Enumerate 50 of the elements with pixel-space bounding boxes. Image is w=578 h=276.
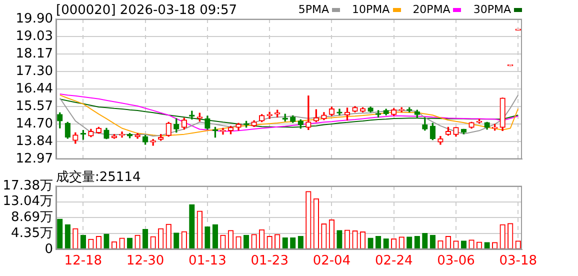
x-tick-label: 03-06: [437, 254, 475, 269]
bar: [104, 234, 110, 250]
legend-label: 5PMA: [298, 3, 330, 16]
bar: [336, 230, 342, 250]
chart-title: [000020] 2026-03-18 09:57: [56, 2, 238, 18]
x-tick-label: 02-24: [374, 254, 413, 269]
bar: [406, 236, 412, 250]
bar: [298, 236, 304, 250]
x-tick-label: 02-04: [312, 254, 351, 269]
y-tick-label: 13.84: [16, 134, 53, 149]
y-tick-label: 0: [44, 242, 53, 257]
bar: [414, 236, 420, 250]
bar: [422, 233, 428, 250]
chart-title: 成交量:25114: [56, 168, 141, 185]
y-tick-label: 12.97: [16, 152, 53, 167]
y-tick-label: 13.04万: [2, 194, 53, 210]
x-tick-label: 01-23: [250, 254, 288, 269]
bar: [290, 237, 296, 250]
y-tick-label: 8.69万: [11, 210, 53, 226]
bar: [243, 234, 250, 250]
x-tick-label: 12-30: [126, 254, 164, 269]
legend-label: 20PMA: [412, 3, 450, 16]
bar: [80, 234, 86, 250]
x-tick-label: 03-18: [499, 254, 538, 269]
legend-label: 30PMA: [473, 3, 511, 16]
y-tick-label: 15.57: [16, 98, 53, 114]
bar: [142, 229, 148, 250]
bar: [64, 224, 70, 250]
y-tick-label: 17.30: [16, 64, 53, 79]
bar: [375, 236, 382, 250]
bar: [430, 234, 436, 250]
bar: [383, 238, 389, 250]
y-tick-label: 14.70: [16, 116, 53, 132]
bar: [174, 232, 180, 250]
bar: [282, 237, 288, 250]
bar: [204, 226, 210, 250]
bar: [57, 218, 63, 250]
bar: [212, 224, 218, 250]
y-tick-label: 18.17: [16, 46, 53, 62]
y-tick-label: 16.44: [16, 81, 53, 96]
y-tick-label: 17.38万: [2, 178, 53, 194]
y-tick-label: 4.35万: [11, 226, 53, 241]
x-tick-label: 01-13: [188, 254, 226, 269]
x-tick-label: 12-18: [64, 254, 102, 269]
y-tick-label: 19.03: [16, 28, 53, 44]
y-tick-label: 19.90: [16, 11, 53, 26]
bar: [126, 238, 133, 250]
bar: [189, 204, 195, 250]
legend-label: 10PMA: [352, 3, 390, 16]
bar: [368, 238, 374, 250]
